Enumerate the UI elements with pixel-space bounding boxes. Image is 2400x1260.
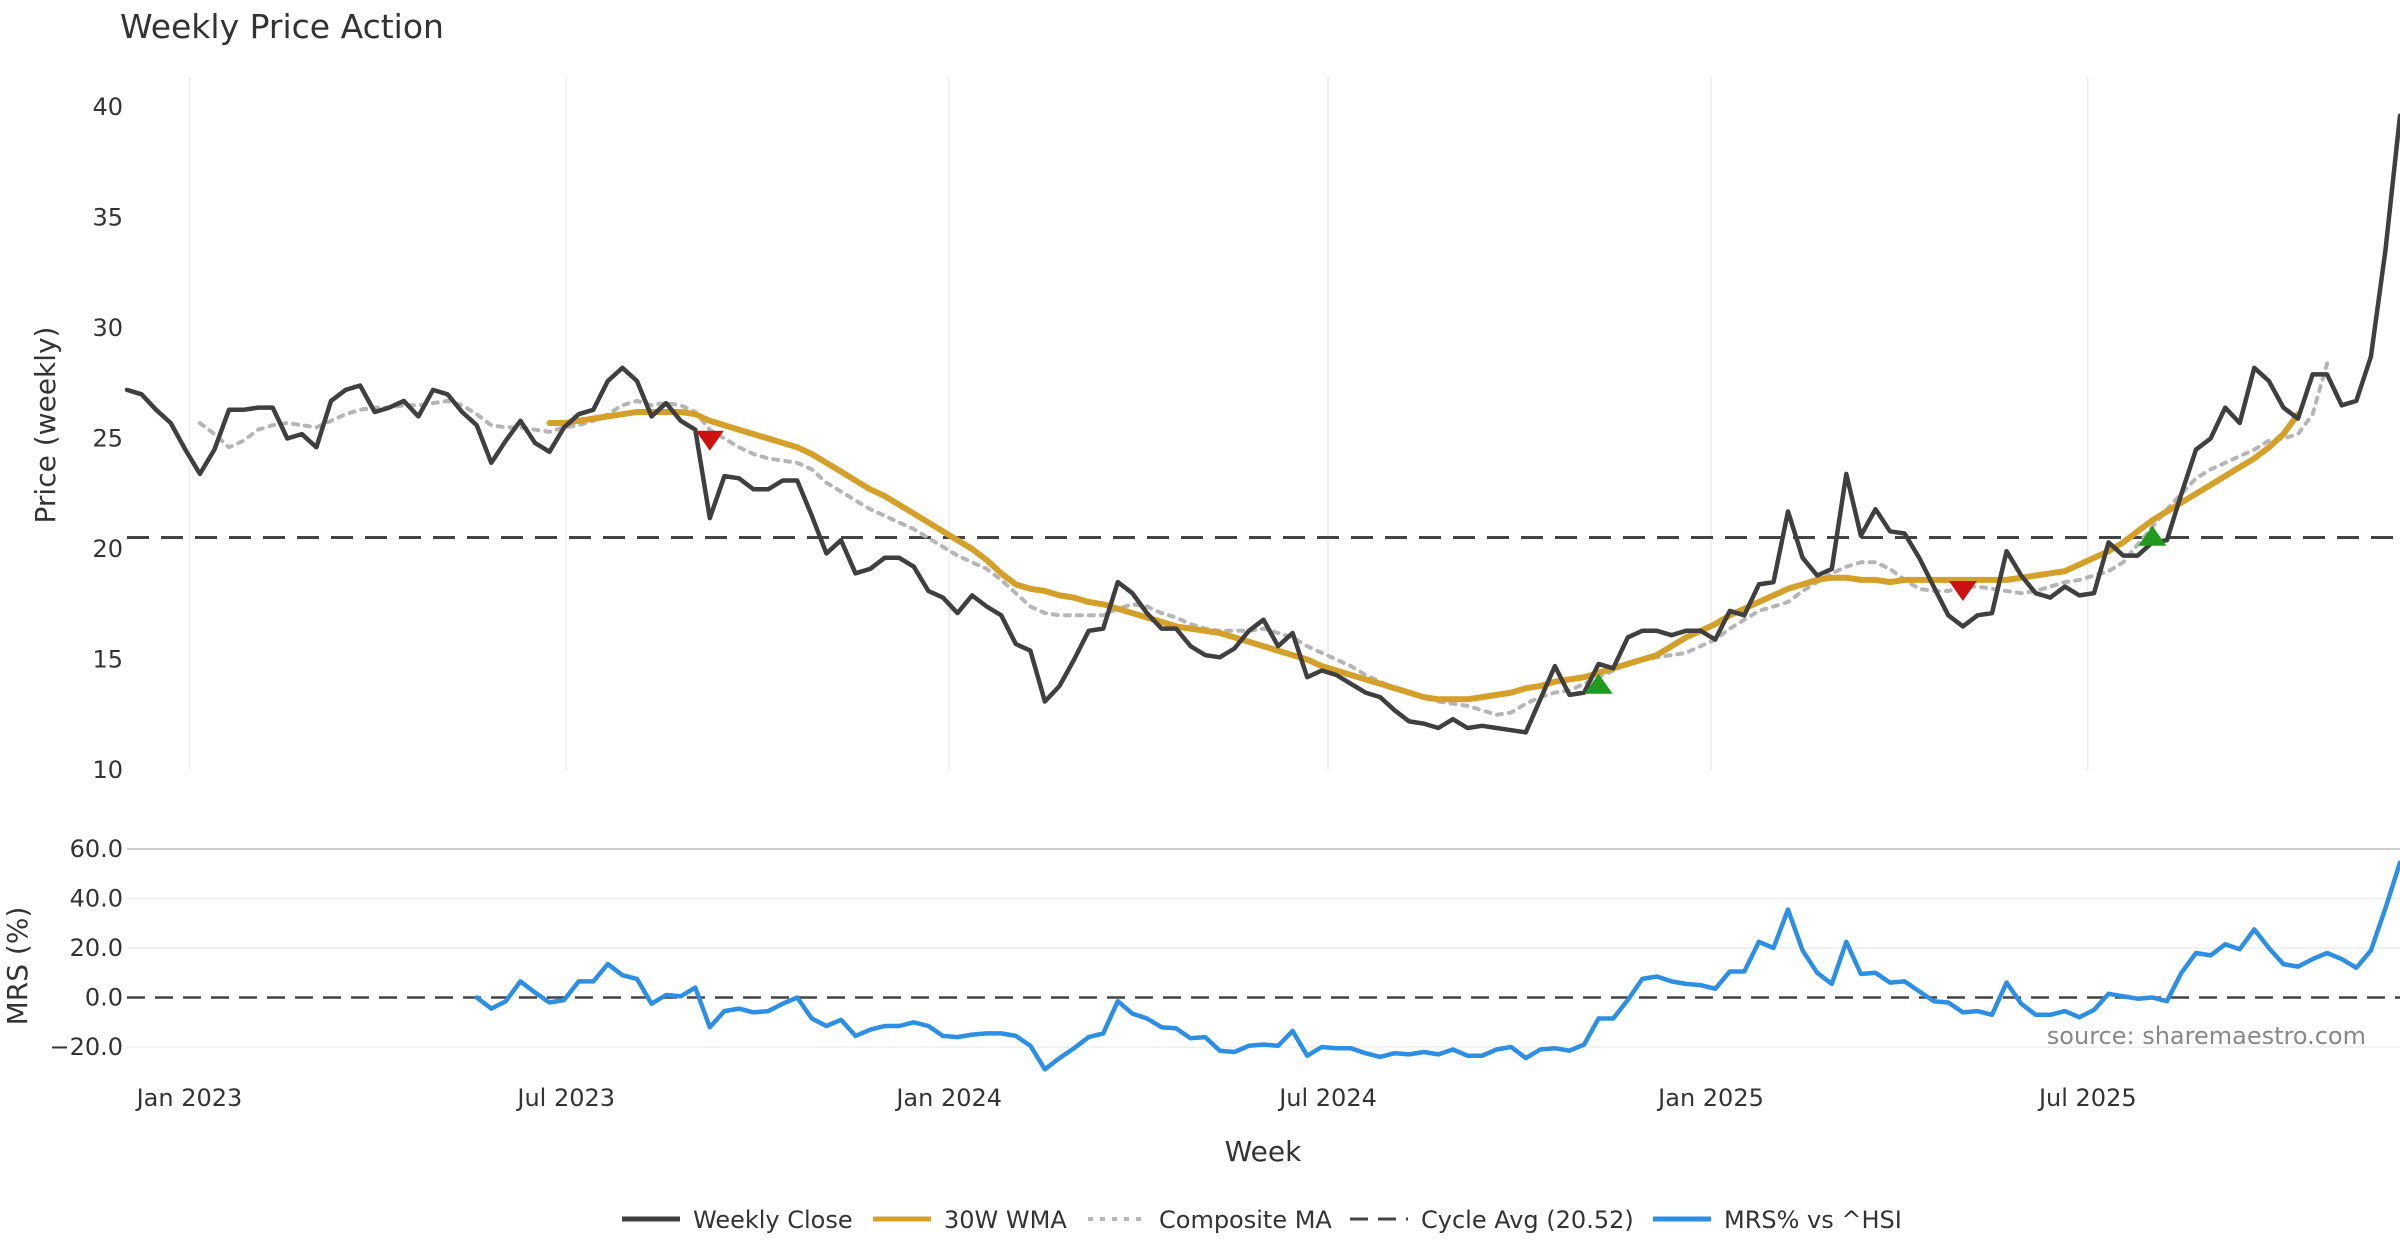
x-tick-label: Jan 2023 — [135, 1084, 243, 1112]
price-y-tick-label: 25 — [92, 425, 123, 453]
x-axis-label: Week — [1225, 1135, 1302, 1168]
mrs-grid — [127, 848, 2400, 1048]
mrs-series — [474, 860, 2400, 1072]
price-y-tick-label: 20 — [92, 535, 123, 563]
price-y-ticks: 10 15 20 25 30 35 40 — [92, 93, 123, 784]
mrs-y-ticks: −20.0 0.0 20.0 40.0 60.0 — [49, 835, 123, 1061]
price-signals — [695, 430, 2167, 694]
price-y-tick-label: 15 — [92, 646, 123, 674]
x-tick-label: Jan 2024 — [894, 1084, 1002, 1112]
buy-signal-marker — [1584, 673, 1613, 694]
mrs-y-axis-label: MRS (%) — [1, 907, 34, 1026]
legend-label: MRS% vs ^HSI — [1724, 1206, 1902, 1234]
mrs-y-tick-label: 20.0 — [70, 934, 123, 962]
price-y-tick-label: 35 — [92, 204, 123, 232]
mrs-y-tick-label: 0.0 — [85, 984, 123, 1012]
legend-label: Composite MA — [1159, 1206, 1332, 1234]
sell-signal-marker — [1948, 580, 1977, 601]
mrs-line — [474, 860, 2400, 1072]
chart-title: Weekly Price Action — [120, 7, 444, 46]
price-series — [124, 113, 2400, 735]
price-y-tick-label: 30 — [92, 314, 123, 342]
legend: Weekly Close 30W WMA Composite MA Cycle Avg… — [622, 1206, 1902, 1234]
sell-signal-marker — [695, 430, 724, 451]
mrs-y-tick-label: 60.0 — [70, 835, 123, 863]
mrs-y-tick-label: −20.0 — [49, 1033, 123, 1061]
buy-signal-marker — [2138, 525, 2167, 546]
x-tick-label: Jan 2025 — [1656, 1084, 1764, 1112]
wma-30w-line — [546, 409, 2301, 703]
x-axis-ticks: Jan 2023 Jul 2023 Jan 2024 Jul 2024 Jan 2025… — [135, 1084, 2137, 1112]
price-grid — [188, 77, 2089, 770]
x-tick-label: Jul 2023 — [515, 1084, 615, 1112]
source-credit: source: sharemaestro.com — [2047, 1022, 2366, 1050]
price-y-axis-label: Price (weekly) — [29, 327, 62, 524]
price-y-tick-label: 40 — [92, 93, 123, 121]
legend-label: Weekly Close — [693, 1206, 853, 1234]
mrs-y-tick-label: 40.0 — [70, 885, 123, 913]
price-y-tick-label: 10 — [92, 756, 123, 784]
composite-ma-line — [197, 361, 2330, 717]
legend-label: Cycle Avg (20.52) — [1421, 1206, 1634, 1234]
weekly-close-line — [124, 113, 2400, 735]
x-tick-label: Jul 2024 — [1277, 1084, 1377, 1112]
x-tick-label: Jul 2025 — [2037, 1084, 2137, 1112]
legend-label: 30W WMA — [944, 1206, 1067, 1234]
